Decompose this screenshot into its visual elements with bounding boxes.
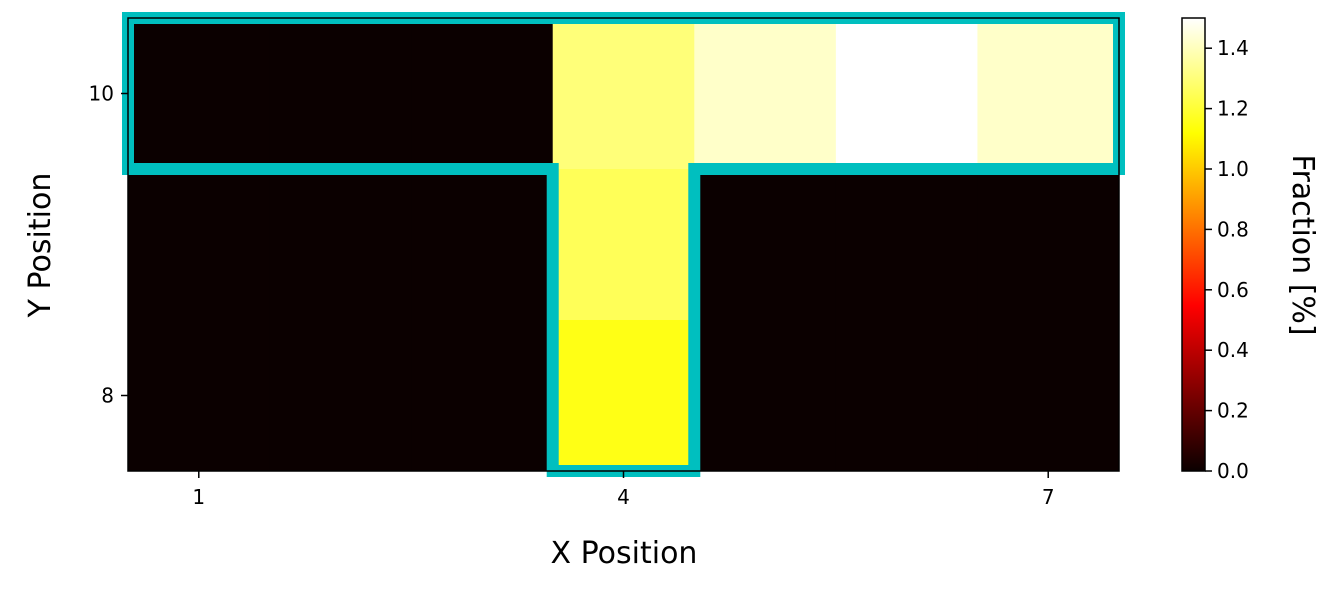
colorbar-tick-label: 1.0 [1217,157,1249,181]
heatmap-cell [269,18,412,170]
heatmap-cell [411,320,554,472]
heatmap-cell [977,320,1120,472]
colorbar-tick-label: 1.4 [1217,36,1249,60]
y-tick-label: 10 [89,82,114,106]
x-axis-ticks: 1 4 7 [192,471,1055,509]
heatmap-cell [977,18,1120,170]
colorbar-tick-label: 0.2 [1217,399,1249,423]
x-tick-label: 4 [617,485,630,509]
heatmap-cell [269,169,412,321]
heatmap-cell [128,169,271,321]
heatmap-cell [269,320,412,472]
heatmap-cell [552,169,695,321]
heatmap-cell [835,169,978,321]
heatmap-cell [835,18,978,170]
heatmap-cell [835,320,978,472]
x-tick-label: 7 [1042,485,1055,509]
colorbar-tick-label: 1.2 [1217,97,1249,121]
x-tick-label: 1 [192,485,205,509]
colorbar-label: Fraction [%] [1285,154,1320,335]
y-tick-label: 8 [101,384,114,408]
heatmap-cell [411,18,554,170]
heatmap-cell [694,18,837,170]
heatmap-cell [552,320,695,472]
colorbar [1181,17,1206,472]
heatmap-cell [552,18,695,170]
heatmap-cell [128,320,271,472]
heatmap-cell [694,169,837,321]
heatmap-cell [694,320,837,472]
colorbar-tick-label: 0.4 [1217,338,1249,362]
colorbar-ticks: 0.0 0.2 0.4 0.6 0.8 1.0 1.2 1.4 [1205,36,1249,483]
colorbar-tick-label: 0.6 [1217,278,1249,302]
heatmap-cell [977,169,1120,321]
y-axis-label: Y Position [23,173,58,319]
x-axis-label: X Position [551,536,698,571]
colorbar-tick-label: 0.8 [1217,217,1249,241]
heatmap-cells [128,18,1120,472]
colorbar-tick-label: 0.0 [1217,459,1249,483]
heatmap-cell [128,18,271,170]
heatmap-cell [411,169,554,321]
y-axis-ticks: 8 10 [89,82,128,408]
